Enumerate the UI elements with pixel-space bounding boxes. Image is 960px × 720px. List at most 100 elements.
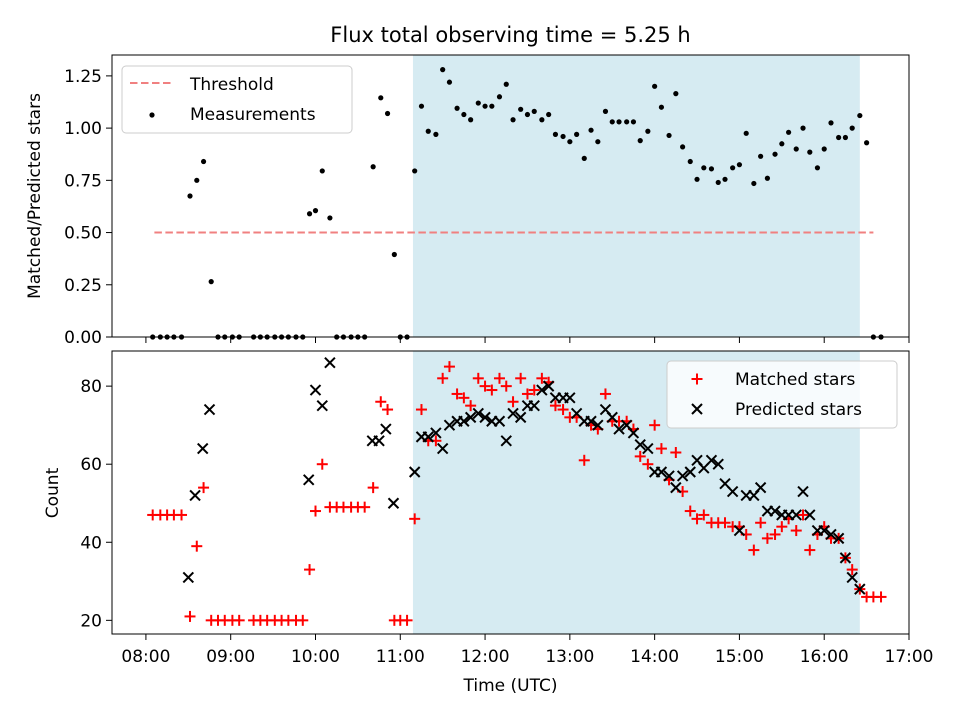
measurement-point	[468, 117, 474, 123]
measurement-point	[567, 139, 573, 145]
predicted-star-point	[839, 552, 852, 564]
matched-star-point	[309, 505, 321, 517]
measurement-point	[327, 215, 333, 221]
matched-star-point	[500, 380, 512, 392]
predicted-star-point	[663, 470, 675, 482]
measurement-point	[412, 168, 418, 174]
measurement-point	[849, 125, 855, 131]
top-y-tick-label: 0.75	[64, 171, 102, 191]
predicted-star-point	[422, 431, 434, 443]
predicted-star-point	[436, 442, 449, 455]
bottom-y-axis-label: Count	[43, 467, 63, 518]
matched-star-point	[634, 450, 646, 462]
bottom-x-tick-label: 15:00	[715, 647, 764, 667]
measurement-point	[560, 133, 566, 140]
measurements-series	[150, 67, 884, 340]
measurement-point	[658, 104, 665, 110]
matched-star-point	[176, 509, 188, 521]
matched-star-point	[375, 396, 387, 408]
matched-star-point	[297, 614, 309, 626]
measurement-point	[722, 176, 728, 182]
measurement-point	[602, 108, 609, 114]
matched-star-point	[415, 404, 427, 416]
measurement-point	[715, 179, 721, 186]
predicted-star-point	[507, 407, 519, 420]
predicted-star-point	[458, 415, 470, 427]
predicted-star-point	[676, 470, 689, 482]
measurement-point	[743, 130, 749, 136]
predicted-stars-series	[182, 357, 866, 595]
predicted-star-point	[642, 442, 654, 455]
measurement-point	[510, 117, 516, 123]
predicted-star-point	[705, 454, 718, 467]
matched-star-point	[184, 610, 196, 622]
measurement-point	[821, 146, 827, 152]
predicted-star-point	[203, 403, 216, 416]
bottom-panel: 20 40 60 80 Count 08:00 09:00 10:00 11:00 12:00…	[43, 350, 934, 696]
measurement-point	[433, 131, 439, 137]
measurement-point	[701, 165, 707, 171]
matched-star-point	[649, 419, 661, 431]
measurement-point	[751, 180, 757, 187]
predicted-star-point	[472, 407, 484, 420]
predicted-star-point	[380, 423, 392, 435]
predicted-star-point	[479, 411, 491, 424]
predicted-star-point	[825, 528, 837, 541]
predicted-star-point	[854, 583, 866, 595]
measurement-point	[609, 119, 615, 125]
bottom-x-tick-label: 11:00	[376, 647, 425, 667]
matched-star-point	[691, 513, 703, 525]
measurement-point	[482, 103, 488, 109]
matched-star-point	[458, 392, 470, 404]
predicted-star-point	[804, 509, 816, 521]
measurement-point	[673, 91, 679, 97]
measurement-point	[736, 162, 743, 168]
measurement-point	[187, 193, 193, 199]
measurement-point	[581, 155, 587, 161]
predicted-star-point	[182, 571, 195, 584]
matched-star-point	[233, 614, 245, 626]
matched-star-point	[304, 564, 316, 576]
matched-star-point	[599, 388, 611, 400]
matched-star-point	[198, 482, 210, 494]
measurement-point	[489, 103, 495, 109]
measurement-point	[857, 112, 863, 119]
top-legend: Threshold Measurements	[121, 65, 353, 134]
legend-measurements-swatch	[149, 112, 155, 118]
predicted-star-point	[684, 466, 696, 478]
predicted-star-point	[189, 489, 201, 502]
top-x-ticks	[145, 337, 910, 343]
top-y-tick-label: 1.25	[64, 67, 102, 87]
predicted-star-point	[302, 474, 315, 486]
predicted-star-point	[564, 392, 576, 404]
predicted-star-point	[726, 485, 739, 498]
predicted-star-point	[733, 524, 746, 537]
measurement-point	[842, 134, 849, 141]
measurement-point	[666, 132, 672, 139]
predicted-star-point	[790, 509, 802, 521]
measurement-point	[200, 158, 207, 165]
predicted-star-point	[655, 466, 668, 478]
bottom-x-tick-label: 14:00	[630, 647, 679, 667]
matched-star-point	[846, 564, 858, 576]
measurement-point	[630, 119, 637, 125]
matched-star-point	[761, 532, 773, 544]
top-plot-frame	[111, 54, 910, 338]
bottom-y-tick-label: 40	[80, 533, 102, 553]
measurement-point	[378, 95, 384, 101]
measurement-point	[208, 279, 214, 285]
measurement-point	[425, 128, 431, 134]
measurement-point	[758, 153, 764, 159]
measurement-point	[708, 166, 715, 172]
predicted-star-point	[528, 399, 540, 412]
top-y-axis: 0.00 0.25 0.50 0.75 1.00 1.25	[64, 67, 112, 348]
measurement-point	[531, 108, 537, 114]
predicted-star-point	[500, 435, 512, 447]
matched-star-point	[578, 454, 590, 466]
matched-star-point	[443, 361, 455, 373]
bottom-y-tick-label: 60	[80, 455, 102, 475]
measurement-point	[800, 125, 806, 131]
measurement-point	[779, 141, 785, 147]
legend-measurements-label: Measurements	[190, 105, 316, 125]
matched-star-point	[684, 505, 696, 517]
